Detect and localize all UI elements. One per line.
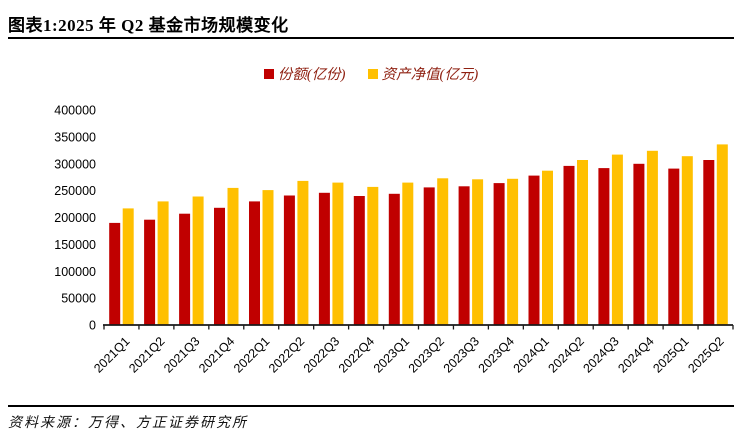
bar-nav-2024Q1: [542, 170, 553, 325]
bar-shares-2023Q1: [388, 193, 400, 325]
bar-shares-2023Q4: [493, 183, 505, 325]
bar-shares-2021Q1: [109, 222, 121, 325]
x-tick-label: 2023Q2: [406, 334, 447, 375]
y-tick-label: 300000: [54, 157, 96, 171]
legend-item-shares: 份额(亿份): [263, 63, 346, 84]
bar-shares-2024Q2: [563, 165, 575, 325]
bar-nav-2025Q1: [681, 156, 693, 325]
x-tick-label: 2022Q1: [231, 334, 272, 375]
x-tick-label: 2021Q1: [91, 334, 132, 375]
bar-shares-2025Q2: [703, 160, 715, 325]
bar-shares-2022Q1: [249, 201, 260, 325]
y-tick-label: 0: [89, 319, 96, 333]
bar-nav-2022Q2: [297, 180, 309, 325]
x-tick-label: 2021Q3: [161, 334, 202, 375]
bar-shares-2021Q3: [179, 213, 191, 325]
x-tick-label: 2024Q2: [546, 334, 587, 375]
bar-nav-2021Q1: [122, 208, 134, 325]
bar-nav-2023Q1: [402, 182, 414, 325]
x-tick-label: 2021Q4: [196, 334, 237, 375]
bar-shares-2022Q3: [318, 192, 330, 325]
x-tick-label: 2021Q2: [126, 334, 167, 375]
bar-nav-2022Q3: [332, 182, 344, 325]
source-text: 资料来源：万得、方正证券研究所: [8, 416, 248, 431]
y-tick-label: 250000: [54, 184, 96, 198]
bar-nav-2021Q4: [227, 187, 239, 325]
legend-swatch-nav: [367, 68, 378, 79]
bar-nav-2024Q3: [611, 154, 623, 325]
title-rule: [8, 37, 734, 39]
bar-nav-2023Q2: [437, 178, 449, 325]
bar-shares-2025Q1: [668, 168, 680, 325]
y-tick-label: 100000: [54, 265, 96, 279]
bar-shares-2024Q3: [598, 168, 610, 325]
y-tick-label: 350000: [54, 130, 96, 144]
x-tick-label: 2023Q3: [441, 334, 482, 375]
legend-label-nav: 资产净值(亿元): [381, 67, 479, 83]
x-tick-label: 2024Q4: [615, 334, 656, 375]
bar-shares-2022Q2: [283, 195, 295, 325]
x-tick-label: 2022Q4: [336, 334, 377, 375]
legend-swatch-shares: [263, 68, 274, 79]
x-tick-label: 2022Q3: [301, 334, 342, 375]
y-tick-label: 50000: [61, 292, 96, 306]
bar-nav-2023Q3: [472, 179, 484, 325]
legend-label-shares: 份额(亿份): [277, 67, 346, 83]
x-tick-label: 2022Q2: [266, 334, 307, 375]
bar-shares-2023Q3: [458, 186, 470, 325]
chart-legend: 份额(亿份) 资产净值(亿元): [0, 63, 742, 84]
bar-shares-2024Q1: [528, 175, 540, 325]
y-tick-label: 200000: [54, 211, 96, 225]
x-tick-label: 2025Q2: [685, 334, 726, 375]
x-tick-label: 2023Q4: [476, 334, 517, 375]
bar-shares-2023Q2: [423, 187, 435, 325]
y-tick-label: 150000: [54, 238, 96, 252]
bar-nav-2021Q2: [157, 201, 169, 325]
bar-shares-2022Q4: [353, 196, 365, 325]
bar-nav-2024Q4: [646, 150, 658, 325]
footer-rule: [8, 405, 734, 407]
bar-shares-2024Q4: [633, 163, 645, 326]
bar-nav-2025Q2: [716, 144, 728, 325]
y-tick-label: 400000: [54, 104, 96, 118]
bar-nav-2021Q3: [192, 196, 204, 325]
bar-nav-2022Q4: [367, 186, 379, 325]
x-tick-label: 2025Q1: [650, 334, 691, 375]
bar-nav-2023Q4: [507, 178, 519, 325]
bar-nav-2024Q2: [577, 160, 588, 325]
bar-nav-2022Q1: [262, 190, 274, 325]
page-title: 图表1:2025 年 Q2 基金市场规模变化: [8, 16, 289, 35]
x-tick-label: 2023Q1: [371, 334, 412, 375]
bar-shares-2021Q4: [214, 207, 225, 325]
legend-item-nav: 资产净值(亿元): [367, 63, 479, 84]
bar-shares-2021Q2: [144, 219, 156, 325]
x-tick-label: 2024Q1: [511, 334, 552, 375]
x-tick-label: 2024Q3: [580, 334, 621, 375]
